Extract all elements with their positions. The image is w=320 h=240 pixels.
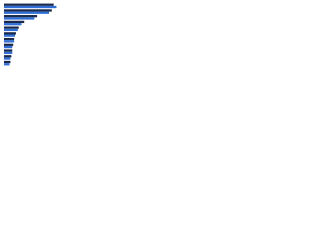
bar	[4, 11, 50, 14]
bar	[4, 20, 25, 24]
bar	[4, 3, 54, 6]
bar	[4, 28, 18, 32]
bar	[4, 51, 13, 54]
chart	[4, 3, 57, 66]
bar	[4, 60, 11, 64]
bar	[4, 43, 14, 46]
bar	[4, 37, 15, 41]
bar	[4, 40, 15, 43]
bar	[4, 9, 52, 12]
bar	[4, 45, 13, 49]
bar	[4, 5, 57, 9]
bar	[4, 34, 16, 37]
bar	[4, 63, 10, 66]
page: {"chart_data": {"type": "hbar", "categor…	[0, 0, 100, 71]
bar	[4, 26, 19, 29]
bar	[4, 15, 38, 18]
bar	[4, 55, 12, 58]
bar	[4, 17, 35, 20]
bar	[4, 32, 16, 35]
bar	[4, 23, 22, 26]
bar	[4, 49, 13, 52]
bar	[4, 57, 11, 60]
